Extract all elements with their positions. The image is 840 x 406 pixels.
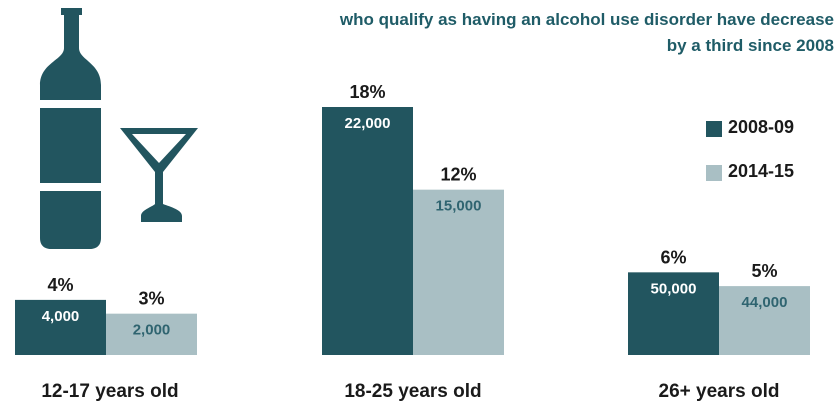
percent-label-2008-09-1: 18%	[349, 82, 385, 102]
legend-label-2008-09: 2008-09	[728, 117, 795, 137]
count-label-2008-09-0: 4,000	[42, 308, 80, 325]
percent-label-2014-15-2: 5%	[751, 261, 777, 281]
bar-2008-09-1	[322, 107, 413, 355]
bar-2014-15-1	[413, 189, 504, 355]
bar-2014-15-2	[719, 286, 810, 355]
legend-label-2014-15: 2014-15	[728, 161, 795, 181]
category-label-2: 26+ years old	[659, 381, 780, 402]
percent-label-2008-09-2: 6%	[660, 247, 686, 267]
chart-title-line-2: by a third since 2008	[666, 36, 834, 55]
legend-swatch-2014-15	[706, 165, 722, 181]
percent-label-2008-09-0: 4%	[47, 275, 73, 295]
bar-2008-09-0	[15, 299, 106, 355]
chart-title-line-1: who qualify as having an alcohol use dis…	[339, 10, 834, 29]
count-label-2014-15-1: 15,000	[436, 198, 482, 215]
bar-2008-09-2	[628, 272, 719, 355]
count-label-2008-09-2: 50,000	[651, 280, 697, 297]
count-label-2008-09-1: 22,000	[345, 115, 391, 132]
legend-swatch-2008-09	[706, 121, 722, 137]
bottle-icon	[40, 8, 101, 249]
bar-2014-15-0	[106, 313, 197, 355]
percent-label-2014-15-1: 12%	[440, 165, 476, 185]
count-label-2014-15-2: 44,000	[742, 294, 788, 311]
cocktail-glass-icon	[120, 128, 198, 222]
category-label-1: 18-25 years old	[344, 381, 481, 402]
count-label-2014-15-0: 2,000	[133, 322, 171, 339]
percent-label-2014-15-0: 3%	[138, 289, 164, 309]
category-label-0: 12-17 years old	[41, 381, 178, 402]
